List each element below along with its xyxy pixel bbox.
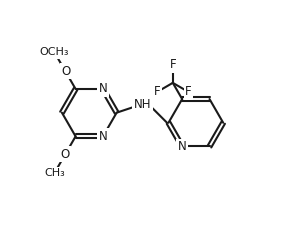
Text: OCH₃: OCH₃	[40, 47, 69, 57]
Text: O: O	[62, 65, 71, 77]
Text: N: N	[98, 130, 107, 143]
Text: F: F	[185, 85, 192, 98]
Text: O: O	[60, 148, 70, 161]
Text: NH: NH	[134, 98, 151, 110]
Text: CH₃: CH₃	[44, 168, 65, 178]
Text: F: F	[169, 58, 176, 72]
Text: F: F	[154, 85, 161, 98]
Text: N: N	[98, 83, 107, 95]
Text: N: N	[178, 140, 187, 153]
